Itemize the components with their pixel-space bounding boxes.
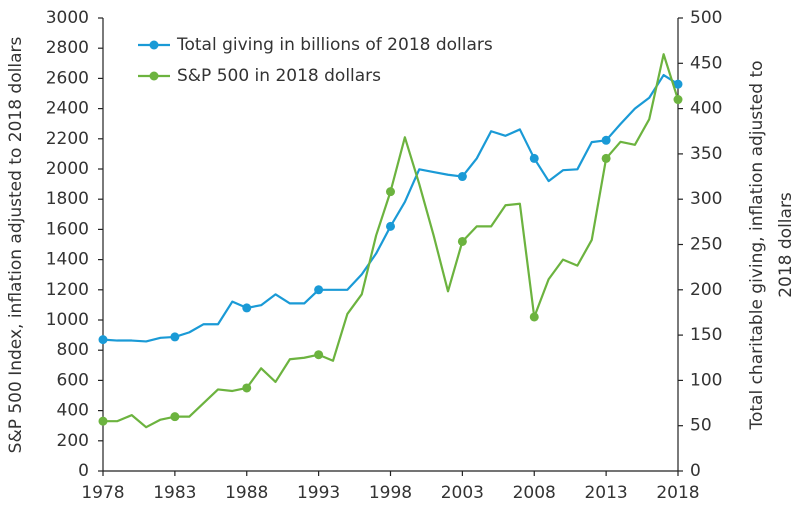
y2-tick-label: 250 xyxy=(690,235,722,255)
series-marker xyxy=(673,95,683,105)
x-tick-label: 1998 xyxy=(369,483,412,503)
y2-axis-title: 2018 dollars xyxy=(776,192,796,298)
legend-marker xyxy=(149,40,159,50)
y-tick-label: 2200 xyxy=(46,129,89,149)
x-tick-label: 2008 xyxy=(513,483,556,503)
y-tick-label: 600 xyxy=(57,370,89,390)
series-marker xyxy=(242,303,252,313)
y-tick-label: 1200 xyxy=(46,280,89,300)
legend-marker xyxy=(149,71,159,81)
y-tick-label: 1800 xyxy=(46,189,89,209)
y2-tick-label: 300 xyxy=(690,189,722,209)
y-tick-label: 1400 xyxy=(46,250,89,270)
y2-tick-label: 450 xyxy=(690,53,722,73)
x-tick-label: 2003 xyxy=(441,483,484,503)
series-marker xyxy=(386,221,395,231)
series-marker xyxy=(457,172,467,182)
series-line xyxy=(102,73,679,343)
y2-tick-label: 350 xyxy=(690,144,722,164)
y2-tick-label: 100 xyxy=(690,370,722,390)
series-marker xyxy=(529,312,539,322)
legend-label: Total giving in billions of 2018 dollars xyxy=(176,35,493,55)
series-marker xyxy=(242,383,252,393)
series-marker xyxy=(170,412,180,422)
y-tick-label: 1000 xyxy=(46,310,89,330)
y2-tick-label: 150 xyxy=(690,325,722,345)
x-tick-label: 1983 xyxy=(153,483,196,503)
y2-tick-label: 200 xyxy=(690,280,722,300)
y-tick-label: 400 xyxy=(57,401,89,421)
y-tick-label: 3000 xyxy=(46,8,89,28)
series-marker xyxy=(601,153,611,163)
x-tick-label: 1978 xyxy=(81,483,124,503)
y2-axis-title: Total charitable giving, inflation adjus… xyxy=(747,60,767,430)
series-marker xyxy=(98,416,108,426)
y-tick-label: 2800 xyxy=(46,38,89,58)
y-tick-label: 2000 xyxy=(46,159,89,179)
series-marker xyxy=(601,135,611,145)
x-tick-label: 2018 xyxy=(656,483,699,503)
series-marker xyxy=(314,285,324,295)
series-line xyxy=(103,53,680,429)
y-tick-label: 0 xyxy=(78,461,89,481)
y2-tick-label: 400 xyxy=(690,99,722,119)
y2-tick-label: 500 xyxy=(690,8,722,28)
legend-label: S&P 500 in 2018 dollars xyxy=(177,66,381,86)
y-tick-label: 800 xyxy=(57,340,89,360)
y2-tick-label: 0 xyxy=(690,461,701,481)
x-tick-label: 1988 xyxy=(225,483,268,503)
series-marker xyxy=(98,335,108,345)
y-axis-title: S&P 500 Index, inflation adjusted to 201… xyxy=(6,37,26,454)
y-tick-label: 200 xyxy=(57,431,89,451)
x-tick-label: 2013 xyxy=(584,483,627,503)
y-tick-label: 1600 xyxy=(46,219,89,239)
series-marker xyxy=(170,332,180,342)
series-marker xyxy=(673,79,683,89)
series-marker xyxy=(386,187,395,197)
series-marker xyxy=(314,350,324,360)
series-marker xyxy=(529,153,539,163)
y-tick-label: 2600 xyxy=(46,68,89,88)
y-tick-label: 2400 xyxy=(46,99,89,119)
series-marker xyxy=(457,236,467,246)
x-tick-label: 1993 xyxy=(297,483,340,503)
y2-tick-label: 50 xyxy=(690,416,712,436)
